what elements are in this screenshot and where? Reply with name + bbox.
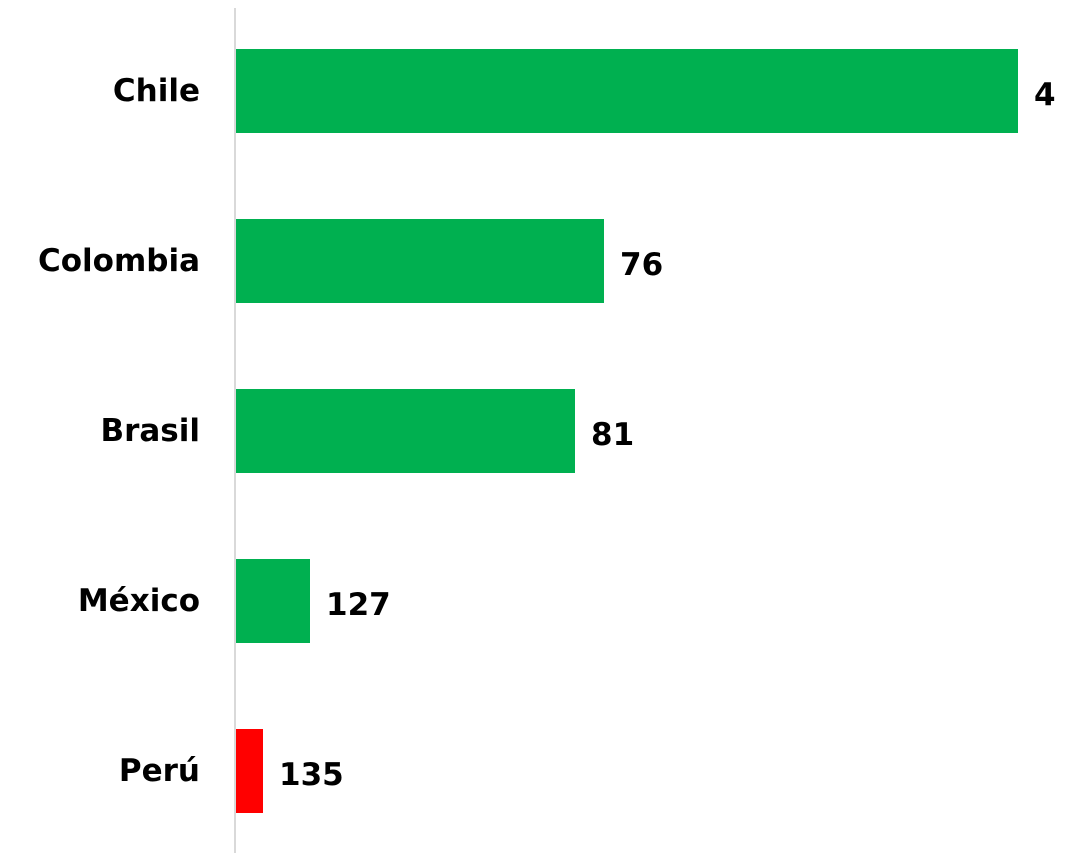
bar-chile: [236, 49, 1018, 133]
bar-peru: [236, 729, 263, 813]
category-label-brasil: Brasil: [100, 413, 200, 449]
value-label-chile: 4: [1034, 77, 1056, 113]
category-label-peru: Perú: [119, 753, 200, 789]
category-label-colombia: Colombia: [38, 243, 200, 279]
bar-mexico: [236, 559, 310, 643]
value-label-peru: 135: [279, 757, 344, 793]
value-label-colombia: 76: [620, 247, 663, 283]
value-label-brasil: 81: [591, 417, 634, 453]
value-label-mexico: 127: [326, 587, 391, 623]
category-label-mexico: México: [78, 583, 200, 619]
bar-colombia: [236, 219, 604, 303]
bar-brasil: [236, 389, 575, 473]
category-label-chile: Chile: [113, 73, 200, 109]
